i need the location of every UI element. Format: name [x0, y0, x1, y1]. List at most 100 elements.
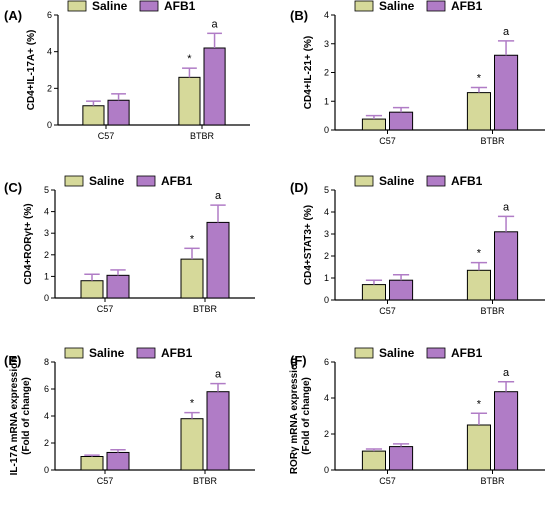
bar-afb1-c57	[389, 279, 414, 301]
bar-saline-btbr	[466, 92, 491, 131]
x-tick-label: BTBR	[480, 306, 505, 316]
legend-label-saline: Saline	[92, 0, 128, 13]
y-axis-label: (Fold of change)	[301, 377, 312, 455]
y-tick-label: 6	[47, 10, 52, 20]
x-tick-label: C57	[97, 304, 114, 314]
significance-label: *	[477, 398, 482, 410]
legend-swatch-afb1	[426, 0, 446, 12]
significance-label: *	[187, 53, 192, 65]
x-tick-label: C57	[379, 476, 396, 486]
y-tick-label: 0	[324, 465, 329, 475]
legend-label-saline: Saline	[89, 174, 125, 188]
legend-label-afb1: AFB1	[161, 346, 193, 360]
significance-label: *	[190, 398, 195, 410]
legend-label-afb1: AFB1	[161, 174, 193, 188]
y-tick-label: 0	[324, 295, 329, 305]
legend-swatch-saline	[67, 0, 87, 12]
bar-saline-btbr	[180, 418, 204, 471]
bar-afb1-btbr	[203, 47, 226, 126]
bar-saline-btbr	[180, 258, 204, 299]
legend-label-saline: Saline	[379, 0, 415, 13]
significance-label: a	[503, 367, 510, 379]
bar-afb1-c57	[106, 451, 130, 471]
bar-saline-c57	[361, 284, 386, 301]
panel-label: (D)	[290, 180, 308, 195]
bar-saline-btbr	[466, 424, 491, 471]
y-tick-label: 1	[44, 271, 49, 281]
y-tick-label: 2	[44, 438, 49, 448]
y-axis-label: CD4+IL-21+ (%)	[303, 36, 314, 109]
legend-swatch-saline	[354, 347, 374, 359]
legend-swatch-afb1	[136, 347, 156, 359]
legend-label-saline: Saline	[379, 346, 415, 360]
chart-panel-4: (D) 0 1 2 3 4 5 CD4+STAT3+ (%) C57 BTBR * a Saline AF…	[290, 174, 545, 316]
y-axis-label: CD4+IL-17A+ (%)	[26, 30, 37, 111]
chart-panel-5: (E) 0 2 4 6 8 IL-17A mRNA expression (Fold of c…	[4, 346, 255, 486]
bar-afb1-btbr	[494, 54, 519, 131]
x-tick-label: BTBR	[480, 476, 505, 486]
y-axis-label: CD4+RORγt+ (%)	[23, 203, 34, 284]
x-tick-label: BTBR	[193, 304, 218, 314]
chart-panel-2: (B) 0 1 2 3 4 CD4+IL-21+ (%) C57 BTBR * a Saline AFB…	[290, 0, 545, 146]
bar-afb1-btbr	[206, 221, 230, 299]
legend-swatch-saline	[64, 347, 84, 359]
legend-label-afb1: AFB1	[164, 0, 196, 13]
legend-swatch-saline	[354, 0, 374, 12]
x-tick-label: BTBR	[193, 476, 218, 486]
bar-afb1-c57	[389, 446, 414, 471]
bar-afb1-c57	[389, 111, 414, 131]
legend-label-afb1: AFB1	[451, 174, 483, 188]
bar-afb1-c57	[107, 99, 130, 126]
y-tick-label: 0	[47, 120, 52, 130]
legend-swatch-afb1	[136, 175, 156, 187]
bar-saline-c57	[82, 105, 105, 126]
bar-afb1-btbr	[494, 391, 519, 471]
y-tick-label: 5	[44, 185, 49, 195]
significance-label: a	[215, 190, 222, 202]
legend-swatch-afb1	[426, 175, 446, 187]
legend-label-afb1: AFB1	[451, 346, 483, 360]
y-tick-label: 3	[324, 229, 329, 239]
significance-label: *	[190, 233, 195, 245]
bar-saline-c57	[361, 450, 386, 471]
y-tick-label: 2	[44, 250, 49, 260]
bar-afb1-c57	[106, 274, 130, 299]
y-tick-label: 3	[324, 39, 329, 49]
y-tick-label: 4	[324, 10, 329, 20]
legend-label-saline: Saline	[379, 174, 415, 188]
y-tick-label: 2	[47, 83, 52, 93]
x-tick-label: BTBR	[480, 136, 505, 146]
y-tick-label: 0	[324, 125, 329, 135]
significance-label: a	[215, 369, 222, 381]
y-axis-label: (Fold of change)	[21, 377, 32, 455]
bar-saline-c57	[80, 456, 104, 471]
y-tick-label: 4	[44, 207, 49, 217]
bar-saline-c57	[361, 118, 386, 131]
significance-label: a	[211, 18, 218, 30]
y-tick-label: 0	[44, 465, 49, 475]
chart-panel-1: (A) 0 2 4 6 CD4+IL-17A+ (%) C57 BTBR * a Saline AFB…	[4, 0, 250, 141]
bar-saline-btbr	[466, 269, 491, 301]
y-tick-label: 4	[47, 47, 52, 57]
legend-swatch-saline	[354, 175, 374, 187]
y-tick-label: 1	[324, 273, 329, 283]
y-tick-label: 6	[324, 357, 329, 367]
significance-label: *	[477, 248, 482, 260]
chart-panel-6: (F) 0 2 4 6 RORγ mRNA expression (Fold of chan…	[289, 346, 545, 486]
bar-saline-btbr	[178, 76, 201, 126]
panel-label: (C)	[4, 180, 22, 195]
y-tick-label: 2	[324, 68, 329, 78]
y-tick-label: 2	[324, 429, 329, 439]
x-tick-label: C57	[97, 476, 114, 486]
x-tick-label: C57	[379, 136, 396, 146]
y-tick-label: 6	[44, 384, 49, 394]
significance-label: *	[477, 72, 482, 84]
panel-label: (B)	[290, 8, 308, 23]
significance-label: a	[503, 201, 510, 213]
y-axis-label: CD4+STAT3+ (%)	[303, 205, 314, 285]
significance-label: a	[503, 26, 510, 38]
bar-afb1-btbr	[494, 231, 519, 301]
legend-label-saline: Saline	[89, 346, 125, 360]
y-tick-label: 4	[324, 393, 329, 403]
